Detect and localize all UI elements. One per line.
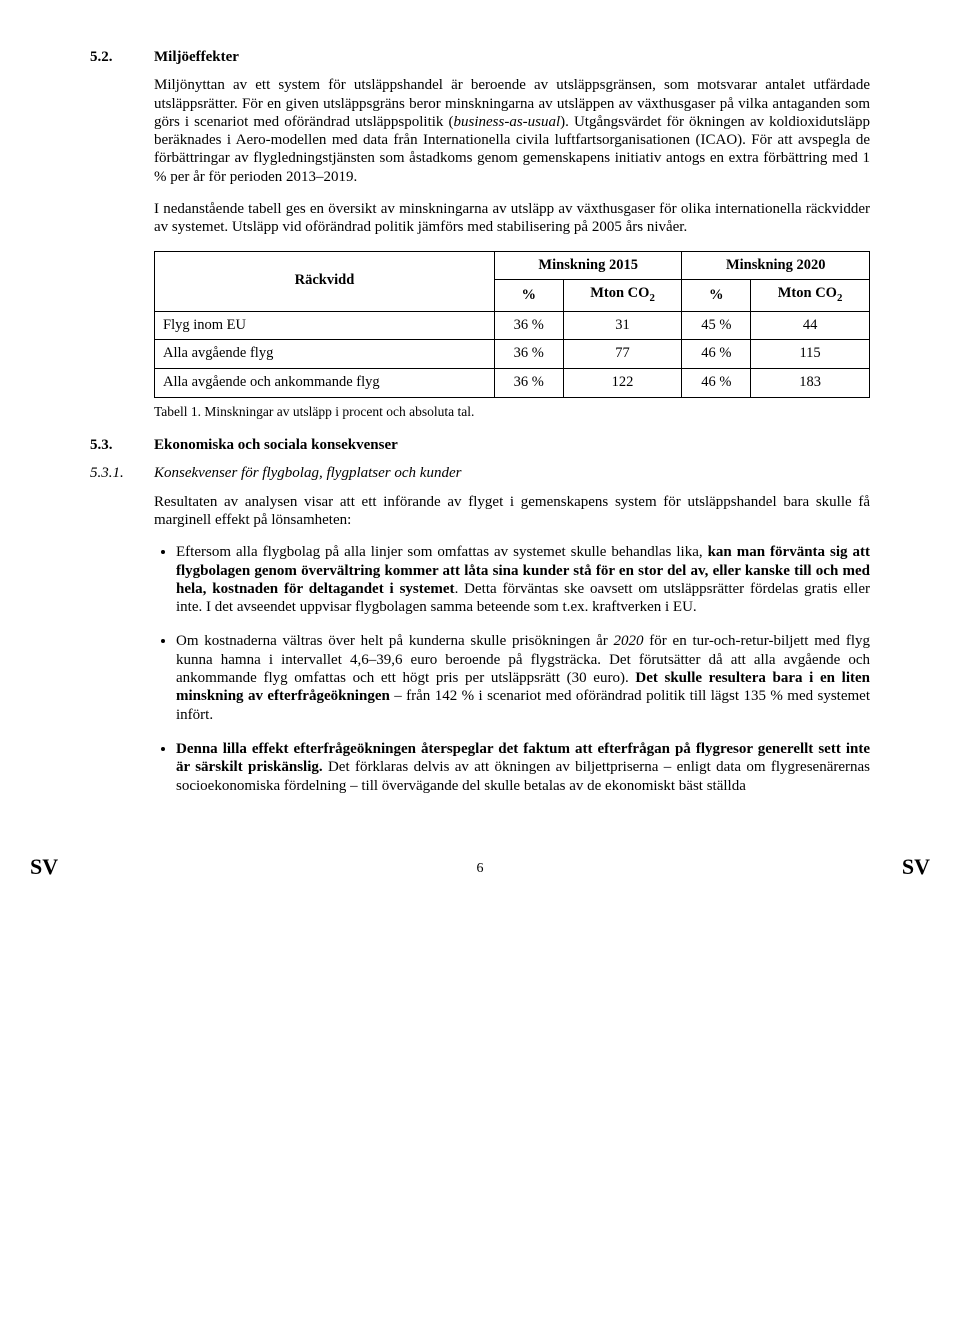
table-row: Alla avgående flyg 36 % 77 46 % 115: [155, 340, 870, 369]
table-row: Flyg inom EU 36 % 31 45 % 44: [155, 311, 870, 340]
section-title-5-3-1: Konsekvenser för flygbolag, flygplatser …: [154, 464, 461, 482]
table-cell: 31: [563, 311, 682, 340]
table-cell: 45 %: [682, 311, 751, 340]
section-number-5-2: 5.2.: [90, 48, 154, 66]
bullet-list: Eftersom alla flygbolag på alla linjer s…: [154, 543, 870, 795]
table-header-pct: %: [682, 280, 751, 311]
paragraph: I nedanstående tabell ges en översikt av…: [154, 200, 870, 237]
table-header-mton: Mton CO2: [751, 280, 870, 311]
page-footer: SV 6 SV: [90, 851, 870, 881]
text-italic: business-as-usual: [453, 114, 560, 130]
table-cell: 44: [751, 311, 870, 340]
table-header-pct: %: [494, 280, 563, 311]
table-row: Alla avgående och ankommande flyg 36 % 1…: [155, 368, 870, 397]
table-header-rackvidd: Räckvidd: [155, 251, 495, 311]
page-number: 6: [477, 860, 484, 877]
table-caption: Tabell 1. Minskningar av utsläpp i proce…: [154, 404, 870, 420]
footer-left: SV: [30, 854, 58, 881]
subscript: 2: [649, 292, 654, 304]
paragraph: Miljönyttan av ett system för utsläppsha…: [154, 76, 870, 186]
section-title-5-3: Ekonomiska och sociala konsekvenser: [154, 436, 398, 454]
section-number-5-3: 5.3.: [90, 436, 154, 454]
table-cell: 115: [751, 340, 870, 369]
table-cell: 36 %: [494, 340, 563, 369]
subscript: 2: [837, 292, 842, 304]
table-cell: 36 %: [494, 311, 563, 340]
table-header-2015: Minskning 2015: [494, 251, 682, 280]
table-cell: 36 %: [494, 368, 563, 397]
text: Eftersom alla flygbolag på alla linjer s…: [176, 544, 708, 560]
table-cell: 77: [563, 340, 682, 369]
table-cell: 122: [563, 368, 682, 397]
table-cell: Flyg inom EU: [155, 311, 495, 340]
section-title-5-2: Miljöeffekter: [154, 48, 239, 66]
section-number-5-3-1: 5.3.1.: [90, 464, 154, 482]
table-cell: Alla avgående flyg: [155, 340, 495, 369]
table-header-2020: Minskning 2020: [682, 251, 870, 280]
text: Om kostnaderna vältras över helt på kund…: [176, 633, 614, 649]
table-cell: 46 %: [682, 368, 751, 397]
list-item: Eftersom alla flygbolag på alla linjer s…: [176, 543, 870, 616]
text-italic: 2020: [614, 633, 644, 649]
table-cell: 46 %: [682, 340, 751, 369]
text: Mton CO: [778, 285, 837, 301]
table-cell: Alla avgående och ankommande flyg: [155, 368, 495, 397]
table-cell: 183: [751, 368, 870, 397]
paragraph: Resultaten av analysen visar att ett inf…: [154, 493, 870, 530]
reduction-table: Räckvidd Minskning 2015 Minskning 2020 %…: [154, 251, 870, 398]
footer-right: SV: [902, 854, 930, 881]
list-item: Denna lilla effekt efterfrågeökningen åt…: [176, 740, 870, 795]
list-item: Om kostnaderna vältras över helt på kund…: [176, 632, 870, 723]
text: Mton CO: [590, 285, 649, 301]
table-header-mton: Mton CO2: [563, 280, 682, 311]
